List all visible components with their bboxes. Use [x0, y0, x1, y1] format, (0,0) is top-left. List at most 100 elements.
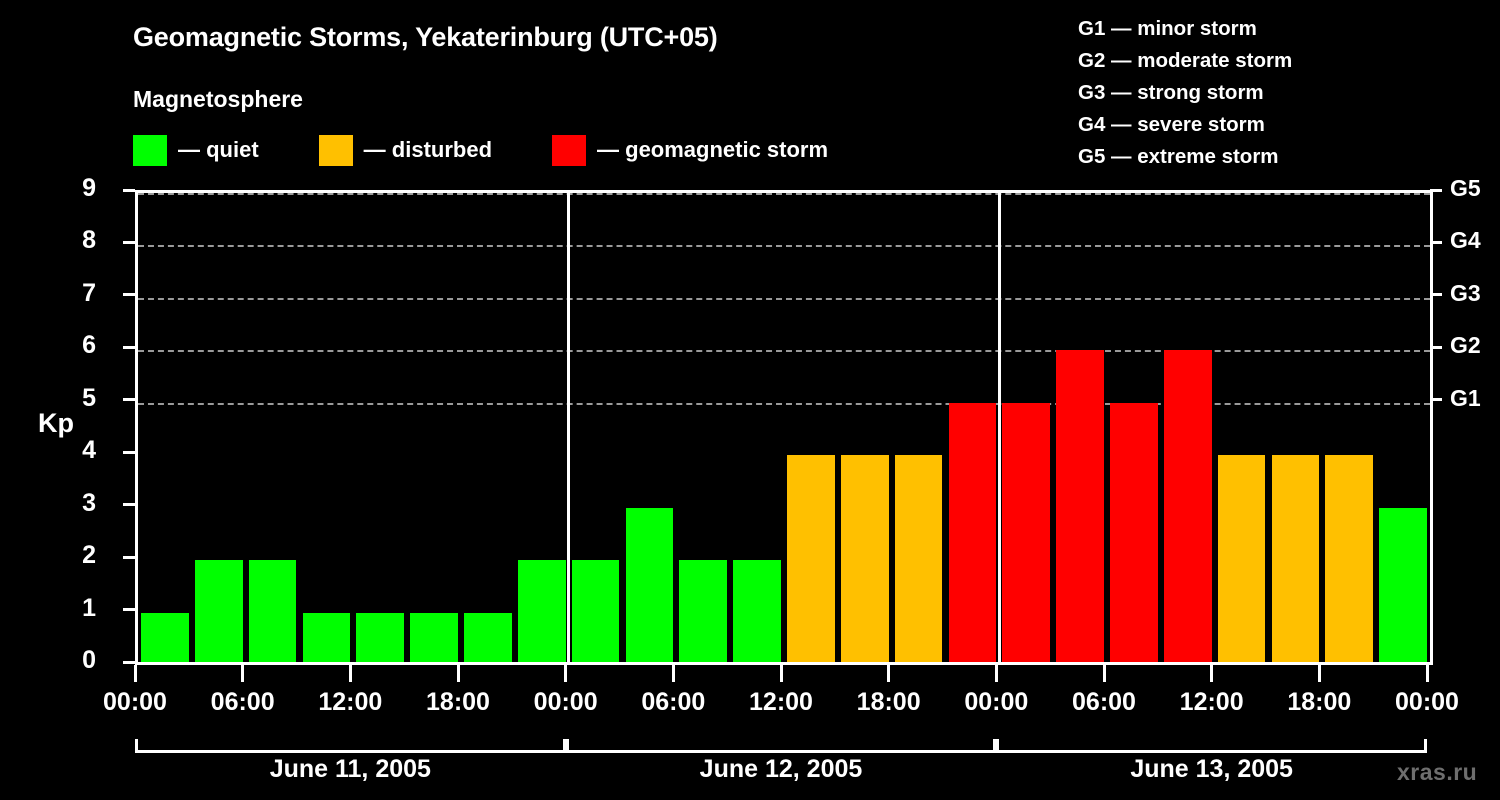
- y-tick-label-9: 9: [82, 174, 96, 202]
- gridline-kp-9: [138, 193, 1430, 195]
- y-tick-mark-3: [123, 503, 135, 507]
- bar-kp-Jun-12-18-21: [894, 455, 943, 665]
- x-tick-label-1: 06:00: [210, 688, 275, 716]
- y-tick-mark-4: [123, 450, 135, 454]
- x-tick-mark-4: [564, 665, 568, 682]
- x-tick-mark-10: [1210, 665, 1214, 682]
- bar-kp-Jun-13-06-09: [1110, 402, 1158, 665]
- g-tick-label-G1: G1: [1450, 384, 1481, 411]
- legend-item-disturbed: — disturbed: [318, 134, 493, 166]
- g-scale-line-5: G5 — extreme storm: [1078, 145, 1279, 168]
- x-tick-mark-3: [456, 665, 460, 682]
- day-label-2: June 12, 2005: [699, 755, 863, 783]
- x-tick-label-0: 00:00: [103, 688, 167, 716]
- x-tick-label-4: 00:00: [533, 688, 598, 716]
- g-scale-line-3: G3 — strong storm: [1078, 81, 1264, 104]
- bar-kp-Jun-12-15-18: [840, 455, 889, 665]
- plot-area: [135, 190, 1433, 665]
- x-tick-mark-9: [1102, 665, 1106, 682]
- page-title: Geomagnetic Storms, Yekaterinburg (UTC+0…: [133, 22, 718, 52]
- x-tick-label-7: 18:00: [856, 688, 921, 716]
- y-tick-label-0: 0: [82, 646, 96, 674]
- x-tick-mark-2: [348, 665, 352, 682]
- x-tick-label-11: 18:00: [1287, 688, 1352, 716]
- bar-kp-Jun-12-21-24: [948, 402, 997, 665]
- x-tick-label-10: 12:00: [1179, 688, 1244, 716]
- x-tick-mark-7: [887, 665, 891, 682]
- day-separator-1: [567, 193, 571, 665]
- g-scale-line-4: G4 — severe storm: [1078, 113, 1265, 136]
- g-tick-mark-G1: [1430, 398, 1442, 402]
- y-tick-label-2: 2: [82, 541, 96, 570]
- gridline-kp-7: [138, 297, 1430, 300]
- x-tick-label-2: 12:00: [318, 688, 383, 716]
- y-tick-label-7: 7: [82, 278, 96, 307]
- bar-kp-Jun-11-03-06: [194, 560, 243, 665]
- y-axis-title: Kp: [38, 408, 74, 438]
- g-tick-mark-G5: [1430, 188, 1442, 192]
- bar-kp-Jun-12-00-03: [571, 560, 620, 665]
- g-tick-mark-G3: [1430, 293, 1442, 297]
- g-tick-label-G3: G3: [1450, 279, 1481, 306]
- x-tick-mark-8: [994, 665, 998, 682]
- x-tick-label-5: 06:00: [641, 688, 706, 716]
- legend-label-quiet: — quiet: [178, 137, 259, 162]
- g-scale-line-1: G1 — minor storm: [1078, 17, 1257, 40]
- y-tick-label-3: 3: [82, 488, 96, 517]
- x-tick-mark-5: [671, 665, 675, 682]
- bar-kp-Jun-13-03-06: [1056, 350, 1104, 665]
- day-bracket-1: [135, 739, 566, 753]
- section-subtitle: Magnetosphere: [133, 86, 303, 112]
- bar-kp-Jun-13-12-15: [1217, 455, 1266, 665]
- bar-kp-Jun-11-15-18: [410, 612, 458, 665]
- bar-kp-Jun-12-12-15: [787, 455, 835, 665]
- legend-label-disturbed: — disturbed: [363, 137, 493, 162]
- x-tick-mark-1: [241, 665, 245, 682]
- bar-kp-Jun-11-09-12: [302, 612, 351, 665]
- y-tick-label-6: 6: [82, 331, 96, 360]
- y-tick-mark-8: [123, 240, 135, 244]
- legend-label-storm: — geomagnetic storm: [597, 137, 829, 162]
- x-tick-label-9: 06:00: [1072, 688, 1136, 716]
- x-tick-label-6: 12:00: [749, 688, 813, 716]
- legend-swatch-disturbed-icon: [318, 134, 353, 166]
- legend-swatch-quiet-icon: [133, 134, 167, 166]
- magnetosphere-legend: — quiet — disturbed — geomagnetic storm: [133, 134, 828, 166]
- x-tick-mark-12: [1425, 665, 1429, 682]
- x-tick-label-12: 00:00: [1395, 688, 1459, 716]
- bar-kp-Jun-11-00-03: [141, 612, 189, 665]
- g-tick-mark-G4: [1430, 240, 1442, 244]
- y-tick-mark-7: [123, 293, 135, 297]
- legend-item-storm: — geomagnetic storm: [552, 134, 829, 166]
- y-tick-label-5: 5: [82, 383, 96, 412]
- y-tick-label-1: 1: [82, 593, 96, 622]
- bar-kp-Jun-13-18-21: [1325, 455, 1374, 665]
- y-tick-mark-1: [123, 608, 135, 612]
- x-tick-mark-11: [1317, 665, 1321, 682]
- gridline-kp-6: [138, 350, 1430, 353]
- legend-swatch-storm-icon: [552, 134, 587, 166]
- bar-kp-Jun-12-09-12: [733, 560, 781, 665]
- g-tick-mark-G2: [1430, 345, 1442, 349]
- g-tick-label-G4: G4: [1450, 227, 1481, 254]
- plot-baseline: [135, 662, 1433, 665]
- y-tick-label-4: 4: [82, 436, 96, 465]
- x-tick-label-8: 00:00: [964, 688, 1029, 716]
- bar-kp-Jun-12-03-06: [625, 507, 674, 665]
- gridline-kp-8: [138, 245, 1430, 248]
- g-scale-line-2: G2 — moderate storm: [1078, 49, 1293, 72]
- x-tick-mark-0: [133, 665, 137, 682]
- y-tick-mark-5: [123, 398, 135, 402]
- bar-kp-Jun-13-00-03: [1002, 402, 1051, 665]
- bar-kp-Jun-13-15-18: [1271, 455, 1320, 665]
- g-scale-legend: G1 — minor storm G2 — moderate storm G3 — …: [1078, 13, 1408, 173]
- g-tick-label-G5: G5: [1450, 175, 1481, 201]
- plot-inner: [138, 193, 1430, 665]
- day-bracket-2: [565, 739, 997, 753]
- gridline-kp-5: [138, 402, 1430, 405]
- bar-kp-Jun-11-12-15: [356, 612, 405, 665]
- day-label-3: June 13, 2005: [1130, 755, 1293, 783]
- bar-kp-Jun-12-06-09: [679, 560, 728, 665]
- y-tick-mark-9: [123, 188, 135, 192]
